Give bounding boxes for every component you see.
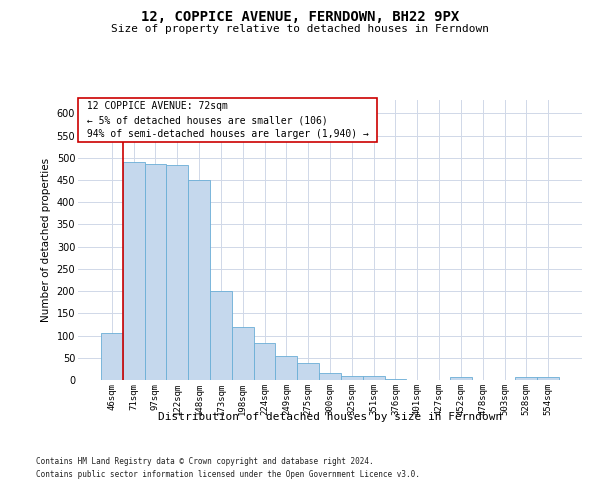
Text: 12 COPPICE AVENUE: 72sqm 
 ← 5% of detached houses are smaller (106)
 94% of sem: 12 COPPICE AVENUE: 72sqm ← 5% of detache…	[80, 102, 374, 140]
Bar	[363, 376, 385, 380]
Bar	[145, 164, 166, 380]
Bar	[297, 363, 319, 380]
Bar	[123, 162, 145, 380]
Bar	[166, 166, 188, 380]
Text: Size of property relative to detached houses in Ferndown: Size of property relative to detached ho…	[111, 24, 489, 34]
Bar	[515, 377, 537, 380]
Bar	[341, 376, 363, 380]
Text: Contains HM Land Registry data © Crown copyright and database right 2024.: Contains HM Land Registry data © Crown c…	[36, 458, 374, 466]
Bar	[450, 378, 472, 380]
Bar	[275, 356, 297, 380]
Bar	[101, 334, 123, 380]
Text: 12, COPPICE AVENUE, FERNDOWN, BH22 9PX: 12, COPPICE AVENUE, FERNDOWN, BH22 9PX	[141, 10, 459, 24]
Text: Distribution of detached houses by size in Ferndown: Distribution of detached houses by size …	[158, 412, 502, 422]
Bar	[232, 326, 254, 380]
Bar	[210, 291, 232, 380]
Bar	[254, 343, 275, 380]
Bar	[319, 374, 341, 380]
Y-axis label: Number of detached properties: Number of detached properties	[41, 158, 51, 322]
Bar	[385, 379, 406, 380]
Bar	[188, 180, 210, 380]
Bar	[537, 377, 559, 380]
Text: Contains public sector information licensed under the Open Government Licence v3: Contains public sector information licen…	[36, 470, 420, 479]
